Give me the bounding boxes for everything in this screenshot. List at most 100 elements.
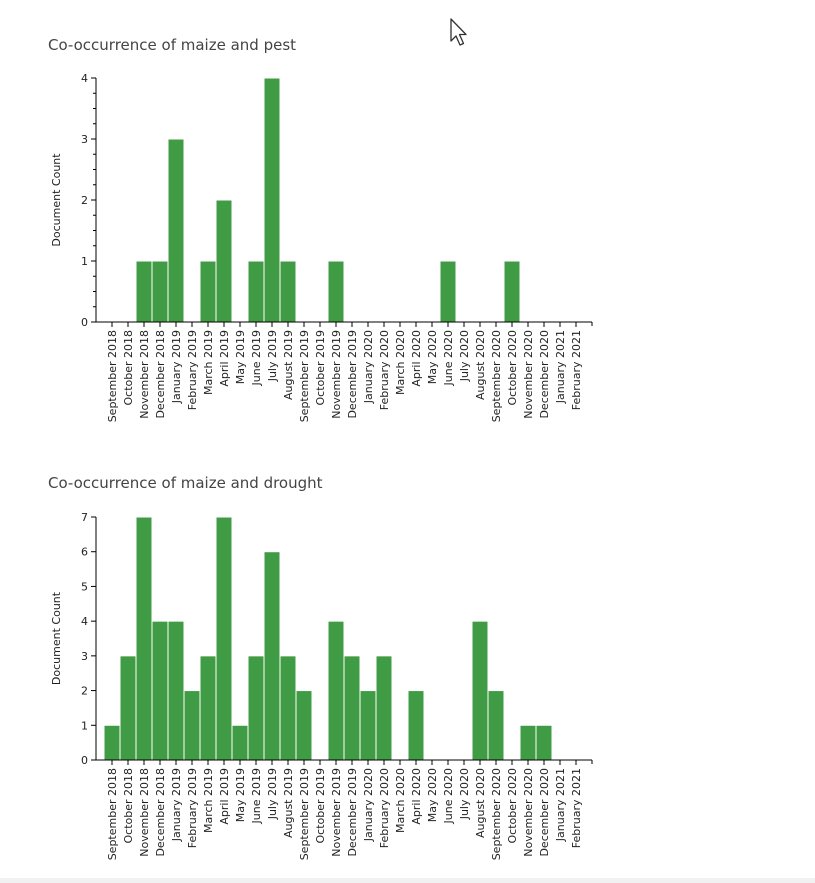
bar [375,655,393,761]
bar [263,77,281,323]
y-tick-label: 0 [81,316,88,329]
chart-title-drought: Co-occurrence of maize and drought [48,474,323,492]
x-tick-label: February 2020 [378,768,391,848]
y-tick-label: 3 [81,650,88,663]
bar [183,690,201,761]
y-tick-label: 1 [81,719,88,732]
y-tick-label: 2 [81,194,88,207]
x-tick-label: November 2018 [138,768,151,857]
bar [471,620,489,761]
chart-title-pest: Co-occurrence of maize and pest [48,36,297,54]
y-tick-label: 0 [81,754,88,767]
x-tick-label: November 2019 [330,768,343,857]
x-tick-label: January 2021 [554,768,567,842]
x-tick-label: July 2019 [266,330,279,382]
bar [343,655,361,761]
x-tick-label: November 2020 [522,768,535,857]
x-tick-label: July 2019 [266,768,279,820]
x-tick-label: April 2019 [218,330,231,387]
x-tick-label: June 2019 [250,330,263,386]
x-tick-label: October 2020 [506,768,519,844]
x-tick-label: February 2021 [570,330,583,410]
x-tick-label: February 2020 [378,330,391,410]
x-tick-label: March 2019 [202,330,215,395]
x-tick-label: September 2019 [298,768,311,860]
x-tick-label: December 2019 [346,768,359,857]
bar [151,620,169,761]
x-tick-label: June 2019 [250,768,263,824]
x-tick-label: October 2020 [506,330,519,406]
y-tick-label: 3 [81,133,88,146]
bar [503,260,521,323]
bar [135,516,153,761]
x-tick-label: March 2019 [202,768,215,833]
x-tick-label: August 2019 [282,330,295,400]
x-tick-label: April 2020 [410,330,423,387]
x-tick-label: October 2019 [314,330,327,406]
bar [279,655,297,761]
bar [167,620,185,761]
x-tick-label: June 2020 [442,330,455,386]
x-tick-label: May 2020 [426,330,439,384]
bar [199,655,217,761]
x-tick-label: January 2020 [362,330,375,404]
y-tick-label: 1 [81,255,88,268]
x-tick-label: February 2021 [570,768,583,848]
x-tick-label: January 2019 [170,768,183,842]
x-tick-label: July 2020 [458,768,471,820]
x-tick-label: September 2020 [490,768,503,860]
x-tick-label: December 2018 [154,330,167,419]
y-tick-label: 4 [81,615,88,628]
bar [215,516,233,761]
y-tick-label: 5 [81,580,88,593]
x-tick-label: December 2020 [538,330,551,419]
bar [327,260,345,323]
x-tick-label: June 2020 [442,768,455,824]
arrow-cursor-icon [449,17,471,51]
y-tick-label: 4 [81,72,88,85]
x-tick-label: October 2018 [122,330,135,406]
y-axis-label: Document Count [50,153,63,247]
x-tick-label: May 2019 [234,768,247,822]
x-tick-label: September 2018 [106,330,119,422]
x-tick-label: January 2019 [170,330,183,404]
x-tick-label: July 2020 [458,330,471,382]
y-tick-label: 2 [81,685,88,698]
x-tick-label: April 2020 [410,768,423,825]
bar [487,690,505,761]
x-tick-label: January 2020 [362,768,375,842]
bar [167,138,185,323]
x-tick-label: November 2019 [330,330,343,419]
bar [103,724,121,761]
bar [199,260,217,323]
bar [519,724,537,761]
x-tick-label: September 2018 [106,768,119,860]
x-tick-label: February 2019 [186,768,199,848]
bar [295,690,313,761]
x-tick-label: November 2020 [522,330,535,419]
x-tick-label: January 2021 [554,330,567,404]
x-tick-label: March 2020 [394,330,407,395]
bar [535,724,553,761]
x-tick-label: August 2020 [474,330,487,400]
x-tick-label: December 2020 [538,768,551,857]
bar [279,260,297,323]
x-tick-label: August 2019 [282,768,295,838]
bar [263,551,281,761]
bar [247,260,265,323]
bar [439,260,457,323]
y-tick-label: 6 [81,546,88,559]
x-tick-label: October 2019 [314,768,327,844]
x-tick-label: February 2019 [186,330,199,410]
x-tick-label: November 2018 [138,330,151,419]
y-axis-label: Document Count [50,591,63,685]
x-tick-label: December 2019 [346,330,359,419]
x-tick-label: May 2019 [234,330,247,384]
x-tick-label: August 2020 [474,768,487,838]
bar [327,620,345,761]
page-bottom-strip [0,878,815,883]
y-tick-label: 7 [81,511,88,524]
bar [151,260,169,323]
bar [359,690,377,761]
